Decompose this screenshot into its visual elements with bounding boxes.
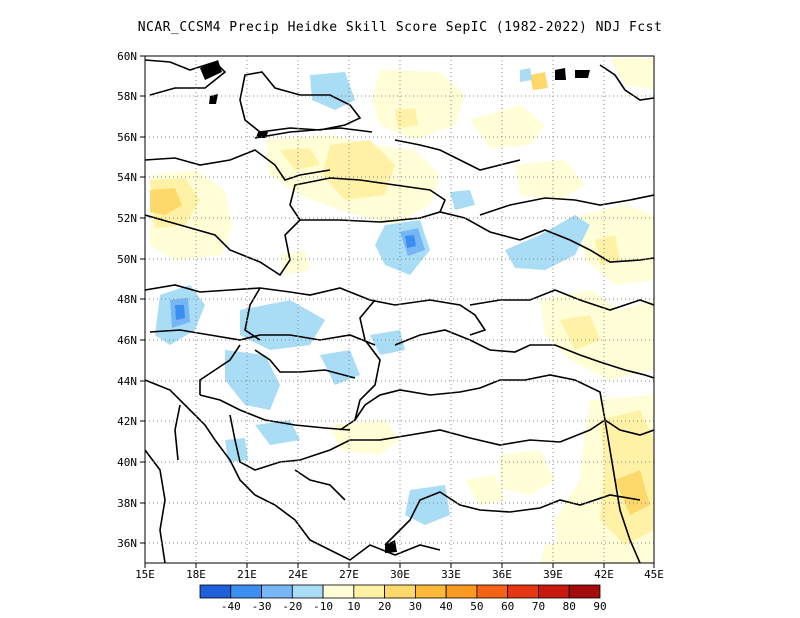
colorbar-swatch: [445, 584, 478, 599]
x-tick-label: 42E: [594, 568, 614, 581]
colorbar-swatch: [199, 584, 232, 599]
y-tick-label: 48N: [117, 293, 137, 306]
y-tick-label: 56N: [117, 131, 137, 144]
colorbar-label: 80: [563, 600, 576, 613]
colorbar-swatch: [230, 584, 262, 599]
y-tick-label: 54N: [117, 171, 137, 184]
x-tick-label: 18E: [186, 568, 206, 581]
y-tick-label: 42N: [117, 415, 137, 428]
y-tick-label: 38N: [117, 497, 137, 510]
skill-field: [145, 58, 654, 563]
y-tick-label: 36N: [117, 537, 137, 550]
colorbar-label: -10: [313, 600, 333, 613]
colorbar-label: 90: [593, 600, 606, 613]
colorbar-swatch: [261, 584, 293, 599]
colorbar-swatch: [507, 584, 539, 599]
skill-minus30-regions: [175, 235, 416, 320]
tick-marks: [140, 55, 655, 568]
x-tick-label: 30E: [390, 568, 410, 581]
y-tick-label: 58N: [117, 90, 137, 103]
y-tick-label: 52N: [117, 212, 137, 225]
colorbar-swatch: [322, 584, 355, 599]
colorbar-label: 60: [501, 600, 514, 613]
colorbar-label: 40: [440, 600, 453, 613]
colorbar-swatch: [568, 584, 601, 599]
colorbar-swatch: [291, 584, 324, 599]
chart-title: NCAR_CCSM4 Precip Heidke Skill Score Sep…: [137, 20, 663, 35]
colorbar-label: 30: [409, 600, 422, 613]
colorbar-label: 10: [347, 600, 360, 613]
colorbar-swatch: [384, 584, 416, 599]
colorbar-label: 20: [378, 600, 391, 613]
x-tick-label: 21E: [237, 568, 257, 581]
x-tick-label: 45E: [644, 568, 664, 581]
y-tick-label: 44N: [117, 375, 137, 388]
x-axis-labels: 15E 18E 21E 24E 27E 30E 33E 36E 39E 42E …: [135, 568, 664, 581]
x-tick-label: 33E: [441, 568, 461, 581]
colorbar-label: -20: [282, 600, 302, 613]
gridlines: [145, 56, 654, 563]
y-tick-label: 60N: [117, 50, 137, 63]
y-tick-label: 40N: [117, 456, 137, 469]
coastlines-borders: [145, 59, 654, 563]
colorbar: [199, 584, 601, 599]
colorbar-label: 50: [470, 600, 483, 613]
skill-10-regions: [150, 58, 654, 563]
colorbar-label: 70: [532, 600, 545, 613]
colorbar-swatch: [476, 584, 509, 599]
y-tick-label: 46N: [117, 334, 137, 347]
skill-minus10-regions: [155, 68, 590, 525]
x-tick-label: 36E: [492, 568, 512, 581]
x-tick-label: 39E: [543, 568, 563, 581]
x-tick-label: 24E: [288, 568, 308, 581]
x-tick-label: 15E: [135, 568, 155, 581]
x-tick-label: 27E: [339, 568, 359, 581]
colorbar-swatch: [414, 584, 447, 599]
colorbar-label: -30: [252, 600, 272, 613]
colorbar-swatch: [353, 584, 386, 599]
colorbar-labels: -40 -30 -20 -10 10 20 30 40 50 60 70 80 90: [221, 600, 607, 613]
y-tick-label: 50N: [117, 253, 137, 266]
colorbar-swatch: [538, 584, 570, 599]
y-axis-labels: 36N 38N 40N 42N 44N 46N 48N 50N 52N 54N …: [117, 50, 137, 550]
skill-30-regions: [150, 72, 650, 515]
colorbar-label: -40: [221, 600, 241, 613]
